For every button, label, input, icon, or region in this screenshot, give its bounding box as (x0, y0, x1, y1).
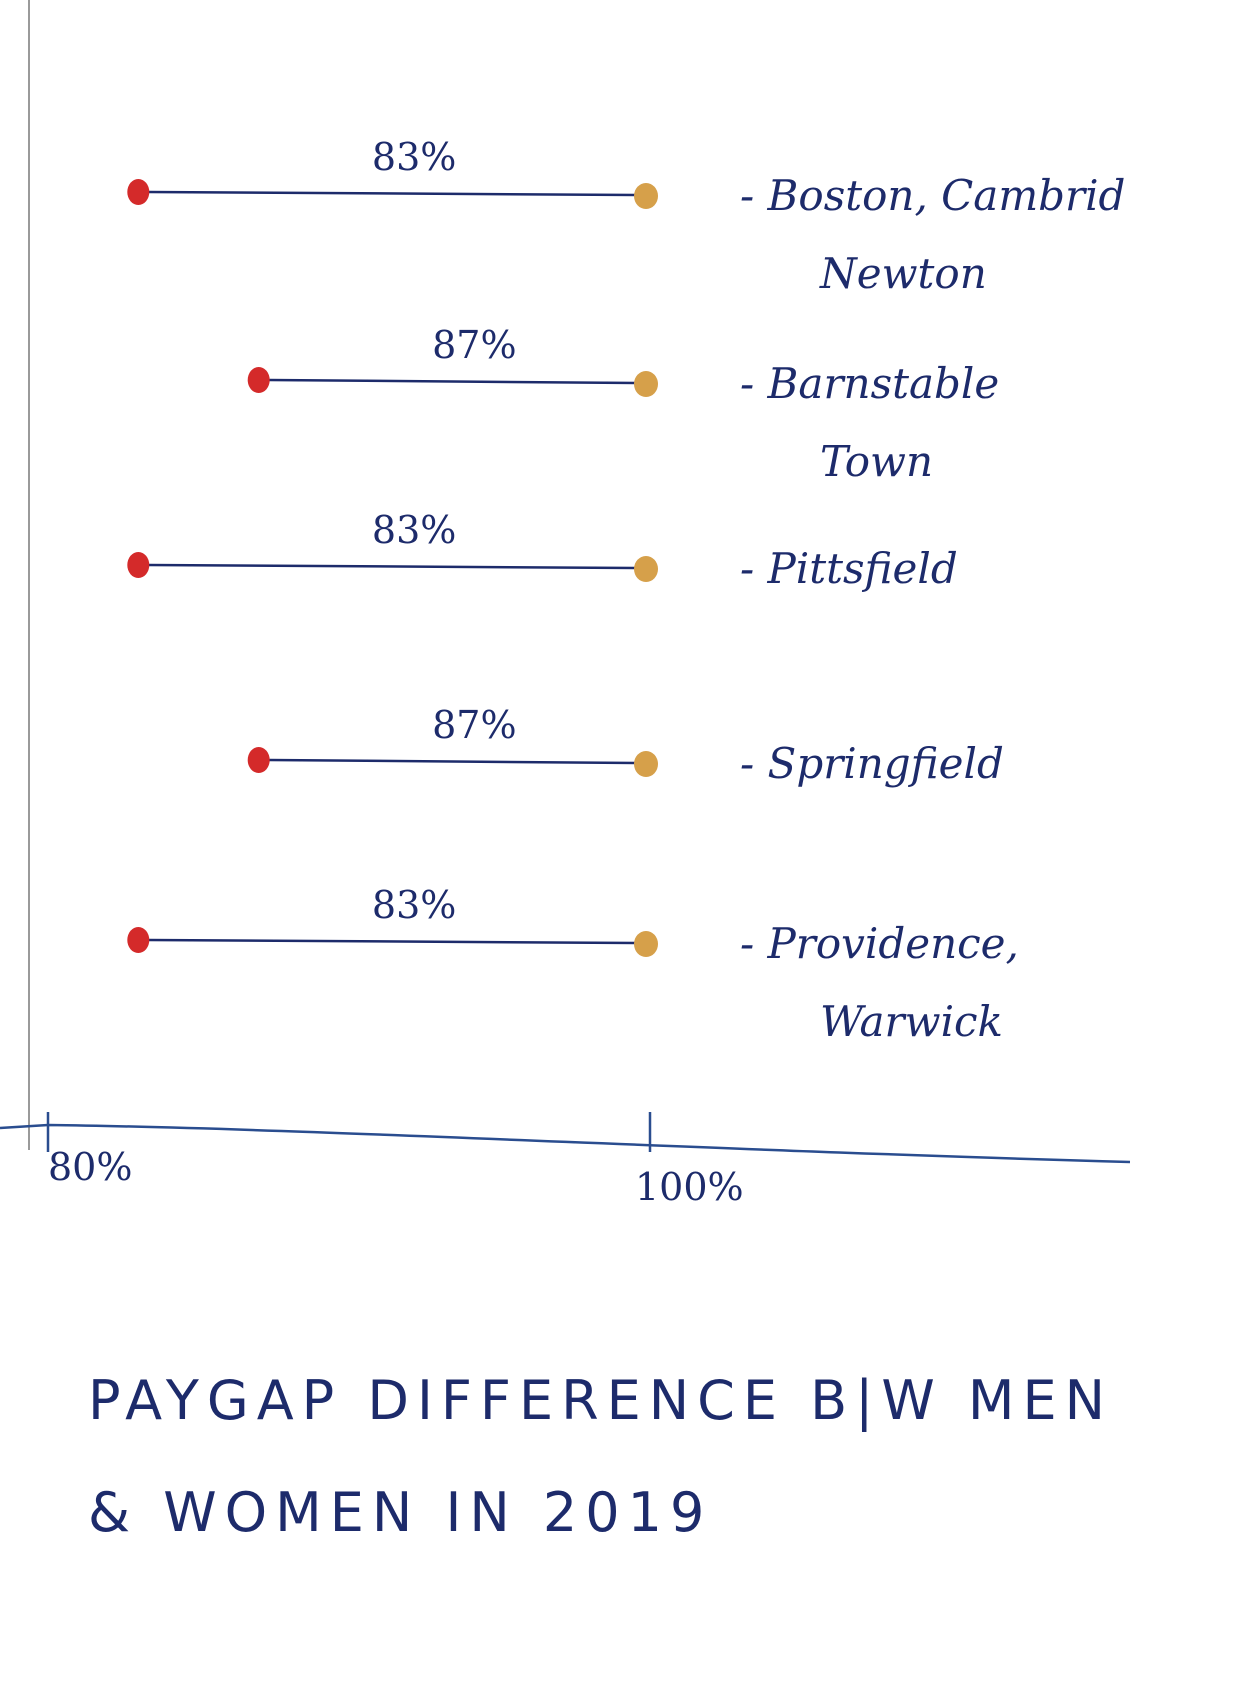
men-dot (634, 931, 658, 957)
city-label: Warwick (820, 997, 1003, 1046)
women-dot (127, 179, 150, 205)
men-dot (634, 371, 658, 397)
chart-title: PAYGAP DIFFERENCE B|W MEN & WOMEN IN 201… (88, 1369, 1139, 1544)
page-margin-line (28, 0, 30, 1150)
city-label: Town (820, 437, 933, 486)
percent-label: 87% (432, 703, 516, 747)
percent-label: 83% (372, 135, 456, 179)
dumbbell-line (267, 758, 640, 765)
city-label: Newton (819, 249, 987, 298)
percent-label: 83% (372, 883, 456, 927)
men-dot (634, 556, 658, 582)
women-dot (127, 927, 150, 953)
women-dot (247, 367, 270, 393)
dumbbell-line (267, 378, 640, 385)
city-label: - Barnstable (740, 359, 999, 408)
city-label: - Boston, Cambrid (740, 171, 1125, 220)
dumbbell-line (147, 938, 640, 945)
x-tick-label: 80% (48, 1145, 132, 1189)
city-label: - Pittsfield (740, 544, 958, 593)
women-dot (127, 552, 150, 578)
dumbbell-line (147, 190, 640, 197)
percent-label: 83% (372, 508, 456, 552)
x-axis-line (0, 1123, 1131, 1164)
dumbbell-chart: 83% - Boston, Cambrid Newton 87% - Barnstabl… (0, 135, 1131, 1209)
percent-label: 87% (432, 323, 516, 367)
dumbbell-line (147, 563, 640, 570)
city-label: - Providence, (740, 919, 1019, 968)
x-tick-label: 100% (635, 1165, 744, 1209)
men-dot (634, 183, 658, 209)
city-label: - Springfield (740, 739, 1004, 788)
women-dot (247, 747, 270, 773)
men-dot (634, 751, 658, 777)
